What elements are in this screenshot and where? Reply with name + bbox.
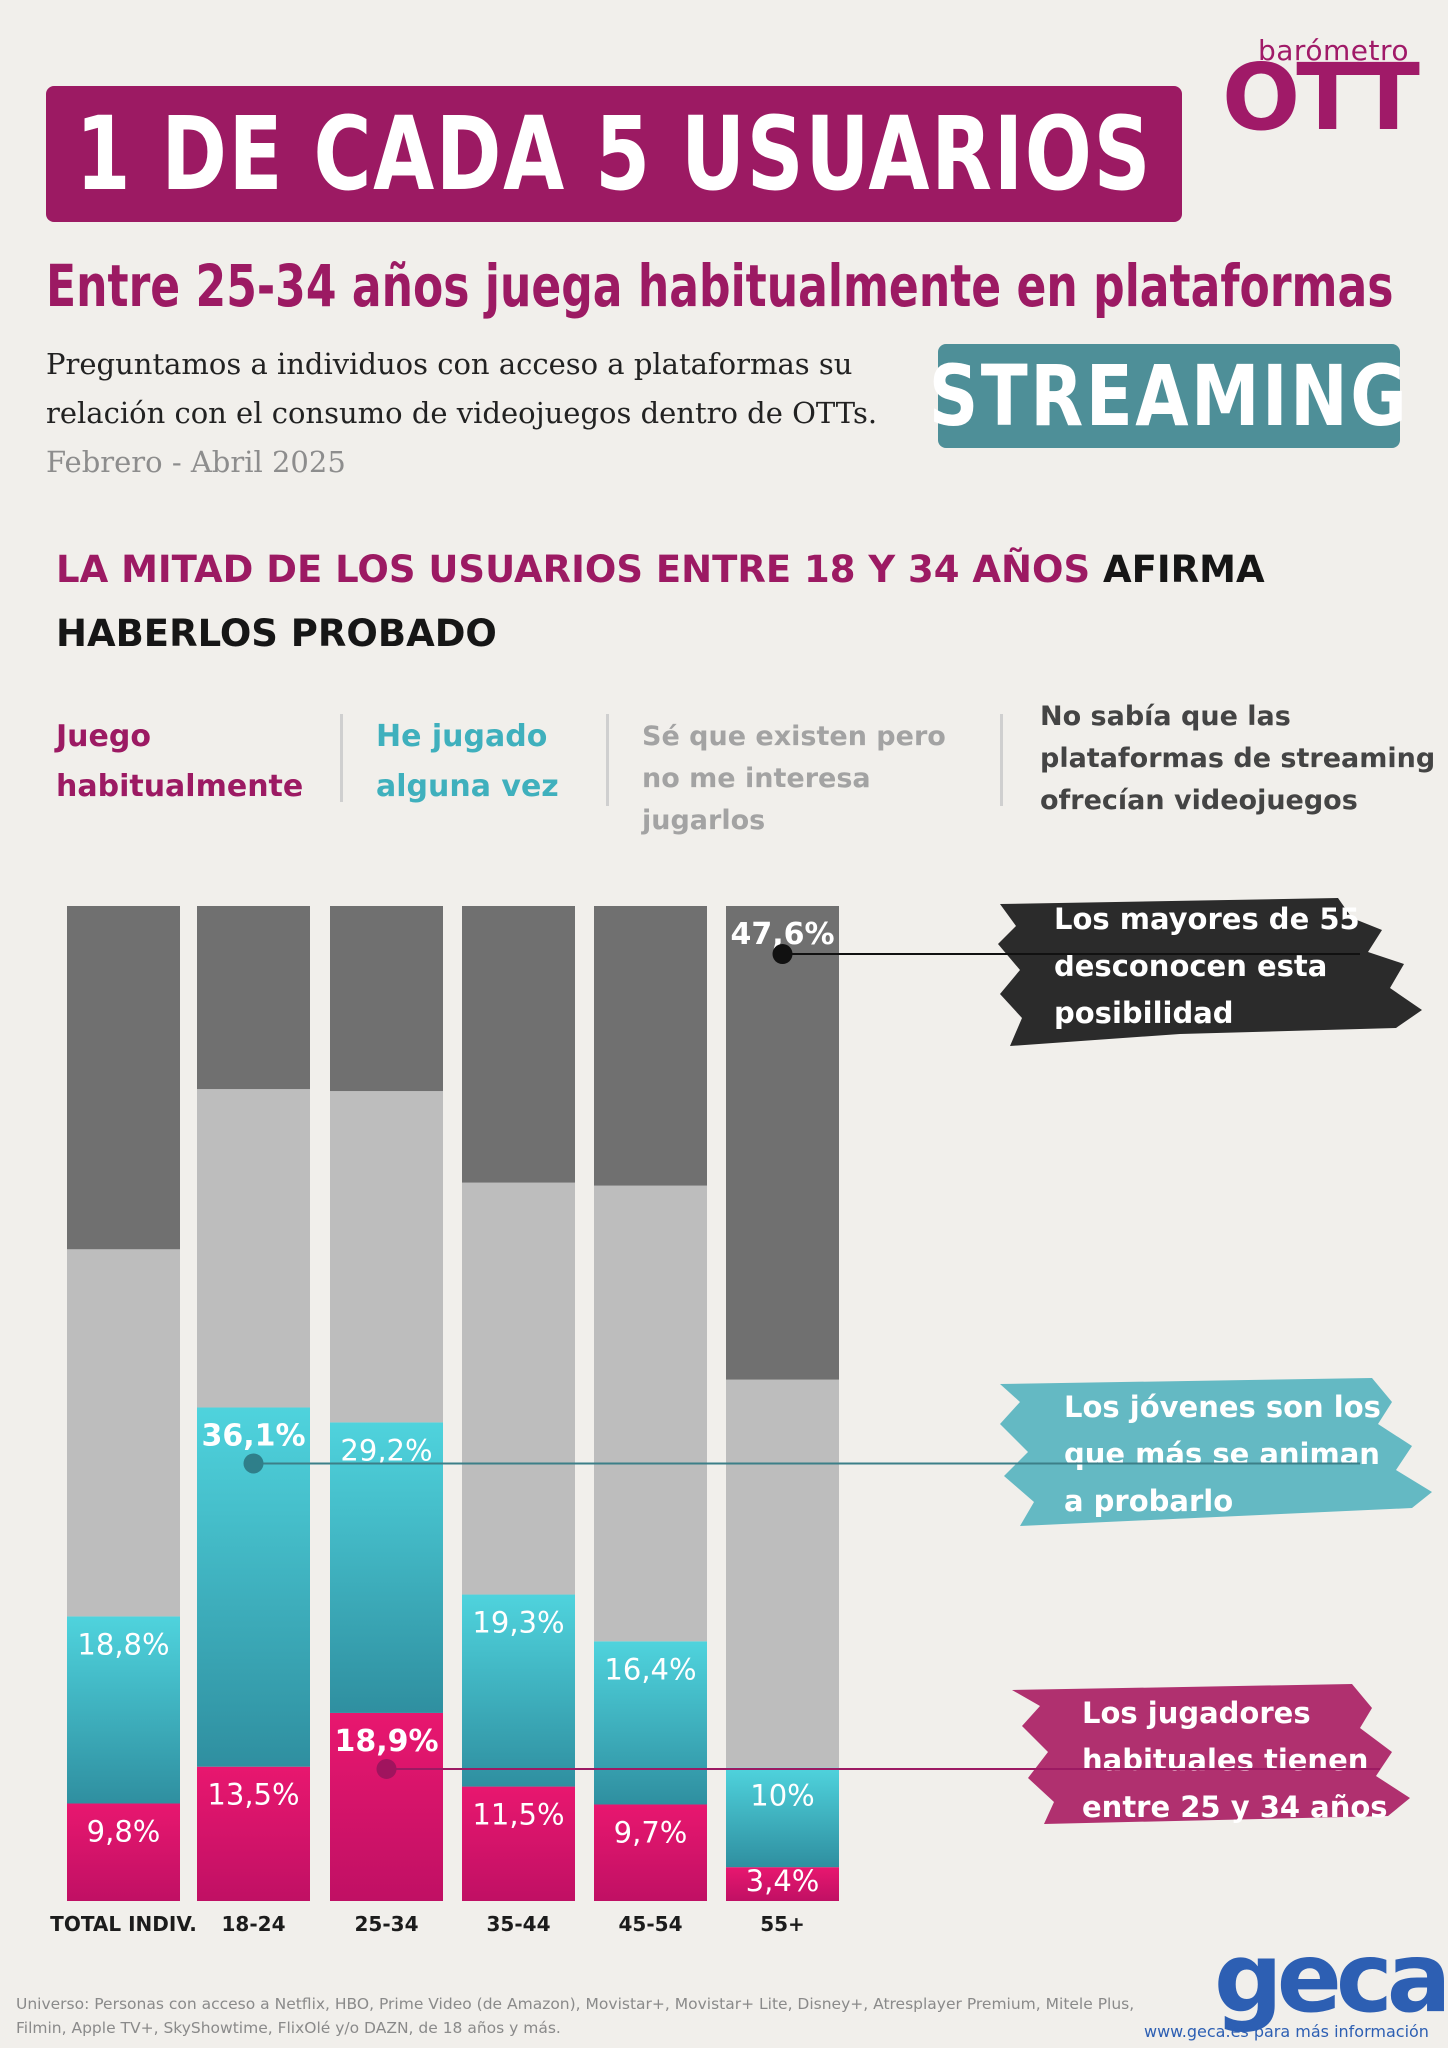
universe-note: Universo: Personas con acceso a Netflix,…	[16, 1995, 1135, 2037]
category-label-2: 25-34	[355, 1912, 419, 1936]
category-label-3: 35-44	[487, 1912, 551, 1936]
headline-rest: AFIRMA HABERLOS PROBADO	[56, 548, 1265, 655]
legend-se-que-existen: Sé que existen pero no me interesa jugar…	[642, 721, 946, 836]
bar-juego-4	[594, 1804, 707, 1901]
title-banner: 1 DE CADA 5 USUARIOS	[46, 86, 1182, 222]
callout-young-users: Los jóvenes son los que más se animan a …	[1064, 1390, 1381, 1518]
connector-dot-0	[772, 944, 793, 964]
bar-no-sabia-4	[594, 906, 707, 1186]
streaming-banner: STREAMING	[929, 344, 1407, 448]
bar-no-sabia-0	[67, 906, 180, 1250]
bar-label-juego-3: 11,5%	[472, 1798, 564, 1832]
brand-small-text: barómetro	[1258, 34, 1409, 67]
bar-juego-5	[726, 1867, 839, 1901]
callout-2-shape	[1012, 1684, 1410, 1824]
bar-label-he-jugado-3: 19,3%	[472, 1606, 564, 1640]
legend-he-jugado: He jugado alguna vez	[376, 719, 559, 804]
intro-date: Febrero - Abril 2025	[46, 445, 346, 479]
bar-label-he-jugado-1: 36,1%	[201, 1418, 305, 1453]
geca-logo: geca	[1214, 1922, 1448, 2034]
callout-1-shape	[1000, 1378, 1432, 1526]
legend-divider	[606, 714, 609, 806]
bar-label-he-jugado-4: 16,4%	[604, 1652, 696, 1686]
bar-label-he-jugado-0: 18,8%	[77, 1627, 169, 1661]
bar-se-que-existen-1	[197, 1089, 310, 1408]
bar-label-juego-5: 3,4%	[746, 1864, 820, 1898]
category-label-1: 18-24	[222, 1912, 286, 1936]
section-headline: LA MITAD DE LOS USUARIOS ENTRE 18 Y 34 A…	[56, 538, 1396, 666]
bar-he-jugado-0	[67, 1616, 180, 1804]
category-label-4: 45-54	[619, 1912, 683, 1936]
bar-he-jugado-5	[726, 1767, 839, 1868]
bar-juego-0	[67, 1803, 180, 1901]
bar-label-he-jugado-5: 10%	[750, 1779, 814, 1813]
bar-label-he-jugado-2: 29,2%	[340, 1433, 432, 1467]
bar-no-sabia-5	[726, 906, 839, 1380]
legend-no-sabia: No sabía que las plataformas de streamin…	[1040, 701, 1436, 816]
bar-juego-2	[330, 1712, 443, 1901]
bar-se-que-existen-2	[330, 1091, 443, 1423]
page-title: 1 DE CADA 5 USUARIOS	[75, 94, 1153, 214]
bar-label-juego-1: 13,5%	[207, 1778, 299, 1812]
bar-se-que-existen-5	[726, 1379, 839, 1768]
bar-no-sabia-3	[462, 906, 575, 1183]
connector-dot-1	[243, 1453, 264, 1474]
legend-divider	[1000, 714, 1003, 806]
bar-he-jugado-3	[462, 1594, 575, 1787]
bar-se-que-existen-3	[462, 1182, 575, 1595]
intro-text: Preguntamos a individuos con acceso a pl…	[46, 347, 878, 430]
legend-juego-habitualmente: Juego habitualmente	[56, 719, 304, 804]
callout-0-shape	[998, 898, 1422, 1046]
bar-se-que-existen-4	[594, 1185, 707, 1642]
bar-se-que-existen-0	[67, 1249, 180, 1617]
bar-he-jugado-2	[330, 1422, 443, 1713]
bar-he-jugado-4	[594, 1641, 707, 1805]
bar-label-juego-2: 18,9%	[334, 1724, 438, 1759]
brand-logo: OTT	[1222, 44, 1420, 151]
bar-juego-3	[462, 1786, 575, 1901]
bar-label-juego-4: 9,7%	[614, 1815, 688, 1849]
callout-habitual-players: Los jugadores habituales tienen entre 25…	[1082, 1696, 1388, 1824]
category-label-5: 55+	[760, 1912, 805, 1936]
bar-label-juego-0: 9,8%	[87, 1814, 161, 1848]
legend-divider	[340, 714, 343, 802]
streaming-label: STREAMING	[928, 347, 1410, 445]
geca-url: www.geca.es para más información	[1144, 2022, 1429, 2041]
bar-no-sabia-2	[330, 906, 443, 1092]
bar-juego-1	[197, 1766, 310, 1901]
bar-no-sabia-1	[197, 906, 310, 1090]
connector-dot-2	[376, 1758, 397, 1779]
headline-highlight: LA MITAD DE LOS USUARIOS ENTRE 18 Y 34 A…	[56, 548, 1091, 591]
intro-paragraph: Preguntamos a individuos con acceso a pl…	[46, 340, 926, 487]
category-label-0: TOTAL INDIV.	[50, 1912, 197, 1936]
